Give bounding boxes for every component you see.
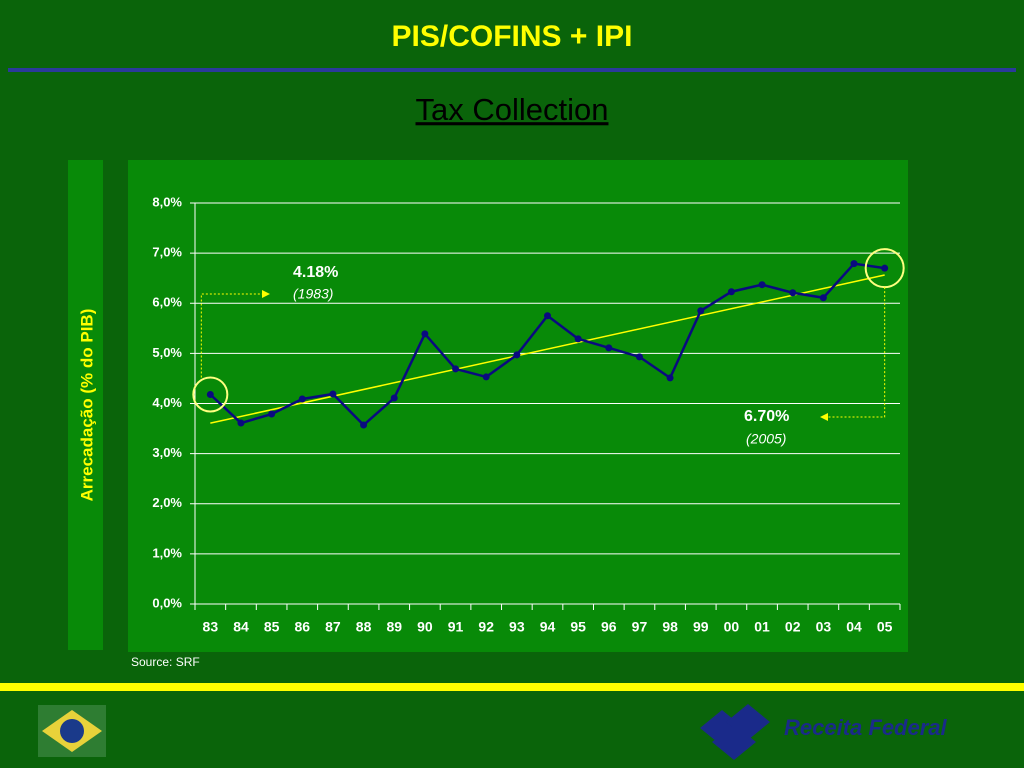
x-tick-label: 96	[601, 619, 617, 635]
x-tick-label: 00	[724, 619, 740, 635]
y-tick-label: 7,0%	[152, 245, 182, 260]
brand-name: Receita Federal	[784, 715, 948, 740]
yellow-band	[0, 683, 1024, 691]
chart-subtitle: Tax Collection	[416, 92, 609, 127]
y-tick-label: 2,0%	[152, 495, 182, 510]
x-tick-label: 99	[693, 619, 709, 635]
y-label-box	[68, 160, 103, 650]
annotation-note: (2005)	[746, 431, 786, 447]
flag	[38, 705, 106, 757]
callout-arrow	[820, 413, 828, 421]
x-tick-label: 85	[264, 619, 280, 635]
data-point	[635, 353, 643, 361]
trendline	[210, 274, 885, 424]
x-tick-label: 94	[540, 619, 556, 635]
data-point	[881, 264, 889, 272]
data-point	[789, 289, 797, 297]
y-tick-label: 3,0%	[152, 445, 182, 460]
data-point	[574, 335, 582, 343]
data-point	[268, 410, 276, 418]
x-tick-label: 83	[203, 619, 219, 635]
data-point	[482, 373, 490, 381]
data-point	[850, 260, 858, 268]
y-tick-label: 6,0%	[152, 295, 182, 310]
y-tick-label: 4,0%	[152, 395, 182, 410]
data-point	[819, 294, 827, 302]
x-tick-label: 84	[233, 619, 249, 635]
data-point	[666, 374, 674, 382]
highlight	[192, 376, 229, 413]
data-point	[513, 351, 521, 359]
source: Source: SRF	[131, 655, 200, 669]
y-tick-label: 8,0%	[152, 194, 182, 209]
data-point	[758, 281, 766, 289]
data-point	[298, 395, 306, 403]
data-point	[544, 312, 551, 320]
callout-line	[828, 287, 886, 418]
data-point	[329, 390, 337, 398]
x-tick-label: 90	[417, 619, 433, 635]
annotation: 4.18%	[293, 264, 338, 281]
x-tick-label: 05	[877, 619, 893, 635]
data-point	[727, 288, 735, 296]
y-tick-label: 0,0%	[152, 595, 182, 610]
data-point	[206, 390, 214, 398]
x-tick-label: 93	[509, 619, 525, 635]
data-point	[605, 344, 613, 352]
callout-arrow	[262, 290, 270, 298]
data-point	[390, 394, 398, 402]
y-tick-label: 1,0%	[152, 545, 182, 560]
data-point	[421, 330, 429, 338]
x-tick-label: 86	[294, 619, 310, 635]
x-tick-label: 98	[662, 619, 678, 635]
x-tick-label: 89	[386, 619, 402, 635]
data-point	[697, 307, 705, 315]
slide-title: PIS/COFINS + IPI	[392, 20, 633, 53]
x-tick-label: 97	[632, 619, 648, 635]
x-tick-label: 95	[570, 619, 586, 635]
annotation: 6.70%	[744, 408, 789, 425]
y-axis-label: Arrecadação (% do PIB)	[77, 309, 96, 502]
x-tick-label: 04	[846, 619, 862, 635]
x-tick-label: 91	[448, 619, 464, 635]
divider	[8, 68, 1016, 72]
y-tick-label: 5,0%	[152, 345, 182, 360]
data-point	[452, 365, 460, 373]
annotation-note: (1983)	[293, 286, 333, 302]
chart-area	[128, 160, 908, 652]
x-tick-label: 01	[754, 619, 770, 635]
x-tick-label: 87	[325, 619, 341, 635]
data-point	[360, 421, 368, 429]
x-tick-label: 92	[478, 619, 494, 635]
x-tick-label: 03	[816, 619, 832, 635]
x-tick-label: 02	[785, 619, 801, 635]
x-tick-label: 88	[356, 619, 372, 635]
data-point	[237, 419, 245, 427]
brand-logo	[700, 704, 770, 760]
